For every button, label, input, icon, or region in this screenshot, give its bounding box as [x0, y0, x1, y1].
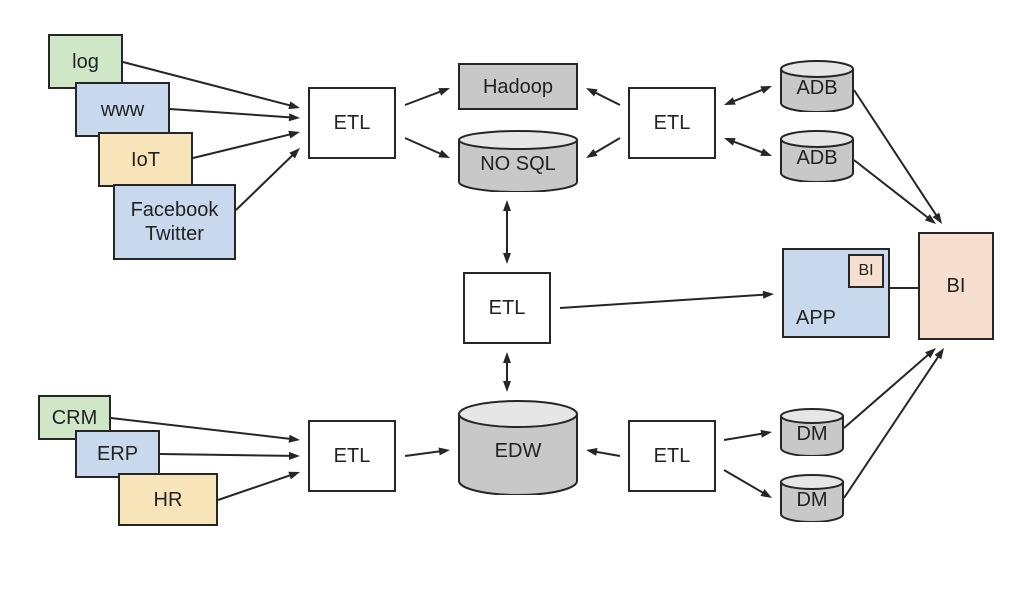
node-label: NO SQL	[480, 153, 556, 176]
node-etl_mid: ETL	[463, 272, 551, 344]
node-social: FacebookTwitter	[113, 184, 236, 260]
node-dm2: DM	[780, 474, 844, 522]
edge-social-etl_top	[236, 148, 300, 210]
edge-hr-etl_bot	[218, 472, 300, 500]
edge-dm1-bi_big	[844, 348, 936, 428]
edge-dm2-bi_big	[844, 348, 944, 498]
node-label: HR	[154, 488, 183, 512]
node-etl_botR: ETL	[628, 420, 716, 492]
node-adb2: ADB	[780, 130, 854, 182]
node-etl_bot: ETL	[308, 420, 396, 492]
node-hr: HR	[118, 473, 218, 526]
node-label: ETL	[489, 296, 526, 320]
node-bi_big: BI	[918, 232, 994, 340]
node-dm1: DM	[780, 408, 844, 456]
edge-etl_right-adb1	[724, 86, 772, 105]
node-label: ETL	[334, 444, 371, 468]
node-www: www	[75, 82, 170, 137]
node-label: IoT	[131, 148, 160, 172]
node-label: APP	[796, 306, 836, 330]
node-label: ETL	[654, 111, 691, 135]
node-label: ADB	[796, 147, 837, 170]
node-adb1: ADB	[780, 60, 854, 112]
edge-etl_right-nosql	[586, 138, 620, 158]
node-label: BI	[858, 261, 873, 280]
edge-nosql-etl_mid	[503, 200, 511, 264]
node-label: log	[72, 50, 99, 74]
node-hadoop: Hadoop	[458, 63, 578, 110]
node-erp: ERP	[75, 430, 160, 478]
edge-www-etl_top	[170, 109, 300, 121]
node-label: CRM	[52, 406, 98, 430]
node-label: FacebookTwitter	[131, 198, 219, 246]
edge-etl_top-hadoop	[405, 88, 450, 105]
edge-etl_botR-edw	[586, 448, 620, 456]
edge-etl_mid-edw	[503, 352, 511, 392]
node-label: DM	[796, 489, 827, 512]
node-bi_small: BI	[848, 254, 884, 288]
node-label: EDW	[495, 440, 542, 463]
node-log: log	[48, 34, 123, 89]
node-label: ETL	[334, 111, 371, 135]
edge-etl_bot-edw	[405, 447, 450, 456]
node-etl_right: ETL	[628, 87, 716, 159]
edge-etl_botR-dm1	[724, 430, 772, 440]
edge-erp-etl_bot	[160, 452, 300, 460]
edge-etl_right-adb2	[724, 138, 772, 156]
edge-etl_mid-app	[560, 291, 774, 308]
node-label: DM	[796, 423, 827, 446]
node-label: BI	[947, 274, 966, 298]
edge-etl_botR-dm2	[724, 470, 772, 498]
node-label: ADB	[796, 77, 837, 100]
edge-adb1-bi_big	[854, 90, 942, 224]
edge-adb2-bi_big	[854, 160, 936, 224]
node-etl_top: ETL	[308, 87, 396, 159]
node-label: ERP	[97, 442, 138, 466]
node-iot: IoT	[98, 132, 193, 187]
edge-iot-etl_top	[193, 131, 300, 158]
edge-etl_top-nosql	[405, 138, 450, 158]
node-label: www	[101, 98, 144, 122]
node-nosql: NO SQL	[458, 130, 578, 192]
edge-etl_right-hadoop	[586, 88, 620, 105]
node-label: ETL	[654, 444, 691, 468]
node-edw: EDW	[458, 400, 578, 495]
node-label: Hadoop	[483, 75, 553, 99]
